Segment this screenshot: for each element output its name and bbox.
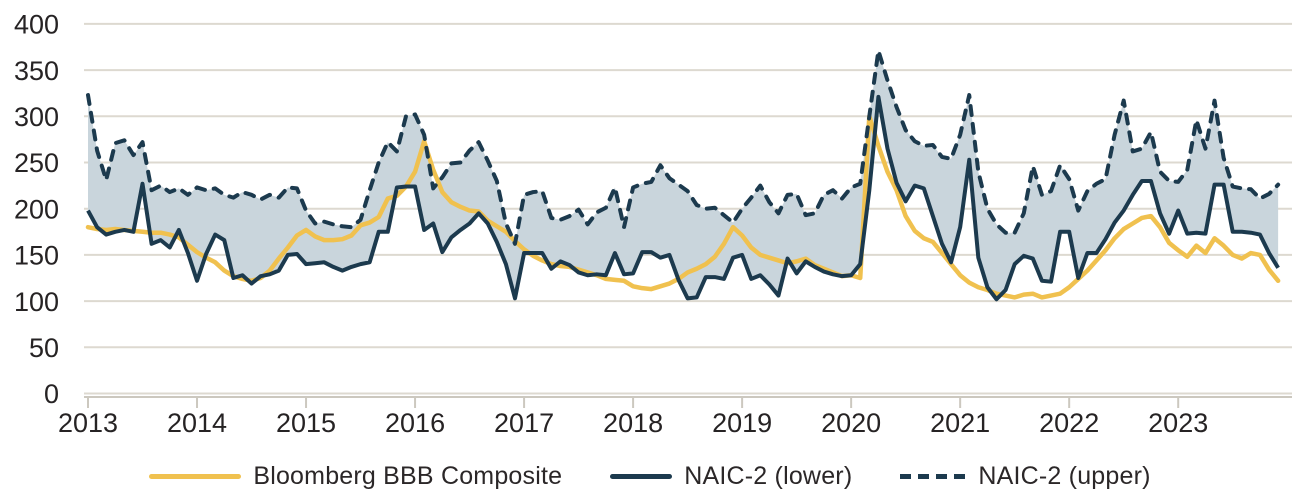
legend-label: NAIC-2 (lower)	[684, 461, 853, 490]
x-axis-label: 2014	[167, 408, 227, 438]
y-axis-label: 50	[29, 333, 59, 363]
naic2-upper-line	[86, 48, 1281, 246]
x-axis-label: 2021	[930, 408, 990, 438]
x-axis-label: 2016	[385, 408, 445, 438]
chart-legend: Bloomberg BBB Composite NAIC-2 (lower) N…	[0, 456, 1300, 496]
naic2-lower-line	[86, 94, 1280, 302]
x-axis-label: 2018	[603, 408, 663, 438]
bbb-line-swatch-icon	[149, 473, 242, 479]
y-axis-label: 200	[14, 194, 59, 224]
y-axis-label: 300	[14, 102, 59, 132]
x-axis-label: 2019	[712, 408, 772, 438]
legend-item-naic2-lower: NAIC-2 (lower)	[610, 462, 852, 491]
y-axis-label: 0	[44, 379, 59, 409]
x-axis-label: 2015	[276, 408, 336, 438]
y-axis-label: 400	[14, 10, 59, 40]
y-axis-label: 250	[14, 148, 59, 178]
y-axis-label: 100	[14, 287, 59, 317]
x-axis-label: 2013	[58, 408, 118, 438]
y-axis-label: 350	[14, 56, 59, 86]
x-axis-label: 2017	[494, 408, 554, 438]
naic2-band-fill	[88, 50, 1279, 300]
x-axis-label: 2020	[821, 408, 881, 438]
legend-label: NAIC-2 (upper)	[978, 461, 1151, 490]
legend-item-naic2-upper: NAIC-2 (upper)	[900, 462, 1150, 491]
legend-item-bbb-composite: Bloomberg BBB Composite	[149, 462, 562, 491]
naic2-lower-line-swatch-icon	[610, 473, 673, 479]
x-axis-label: 2023	[1148, 408, 1208, 438]
naic2-upper-dashed-swatch-icon	[900, 473, 967, 479]
legend-label: Bloomberg BBB Composite	[253, 461, 563, 490]
x-axis-label: 2022	[1039, 408, 1099, 438]
y-axis-label: 150	[14, 241, 59, 271]
